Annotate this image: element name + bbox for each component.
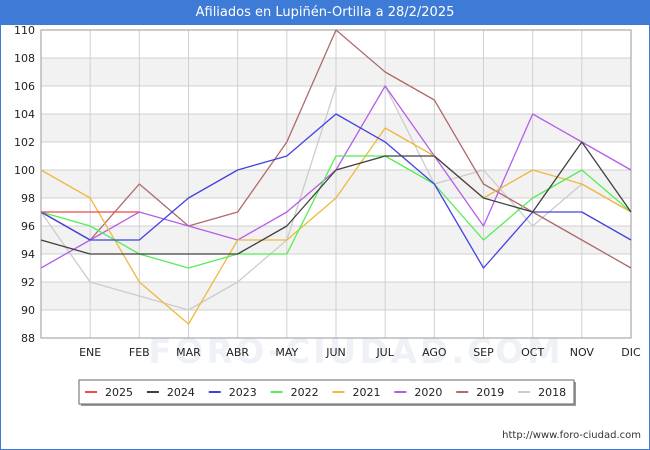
legend-label-2024: 2024	[167, 386, 195, 399]
x-tick-label: OCT	[521, 346, 544, 359]
legend-label-2022: 2022	[291, 386, 319, 399]
chart-title: Afiliados en Lupiñén-Ortilla a 28/2/2025	[1, 1, 649, 25]
x-tick-label: SEP	[473, 346, 494, 359]
x-tick-label: ENE	[79, 346, 101, 359]
y-tick-label: 92	[21, 276, 35, 289]
y-tick-label: 104	[14, 108, 35, 121]
legend-label-2025: 2025	[105, 386, 133, 399]
x-tick-label: JUL	[375, 346, 394, 359]
legend-label-2023: 2023	[229, 386, 257, 399]
y-tick-label: 88	[21, 332, 35, 345]
legend-label-2018: 2018	[538, 386, 566, 399]
x-tick-label: ABR	[226, 346, 249, 359]
x-tick-label: JUN	[325, 346, 346, 359]
x-tick-label: NOV	[570, 346, 595, 359]
y-tick-label: 94	[21, 248, 35, 261]
watermark-text: FORO-CIUDAD.COM	[148, 332, 564, 372]
series-line-2021	[40, 127, 632, 325]
series-line-2024	[40, 141, 632, 255]
x-tick-label: DIC	[621, 346, 641, 359]
y-tick-label: 108	[14, 52, 35, 65]
y-tick-label: 90	[21, 304, 35, 317]
legend	[78, 379, 575, 405]
x-tick-label: FEB	[129, 346, 150, 359]
legend-label-2019: 2019	[476, 386, 504, 399]
y-tick-label: 98	[21, 192, 35, 205]
legend-label-2020: 2020	[414, 386, 442, 399]
y-tick-label: 100	[14, 164, 35, 177]
x-tick-label: MAY	[275, 346, 298, 359]
y-tick-label: 110	[14, 24, 35, 37]
x-tick-label: MAR	[176, 346, 201, 359]
legend-label-2021: 2021	[353, 386, 381, 399]
y-tick-label: 96	[21, 220, 35, 233]
source-url: http://www.foro-ciudad.com	[502, 430, 641, 441]
y-tick-label: 106	[14, 80, 35, 93]
series-line-2018	[40, 85, 632, 311]
x-tick-label: AGO	[422, 346, 447, 359]
y-tick-label: 102	[14, 136, 35, 149]
